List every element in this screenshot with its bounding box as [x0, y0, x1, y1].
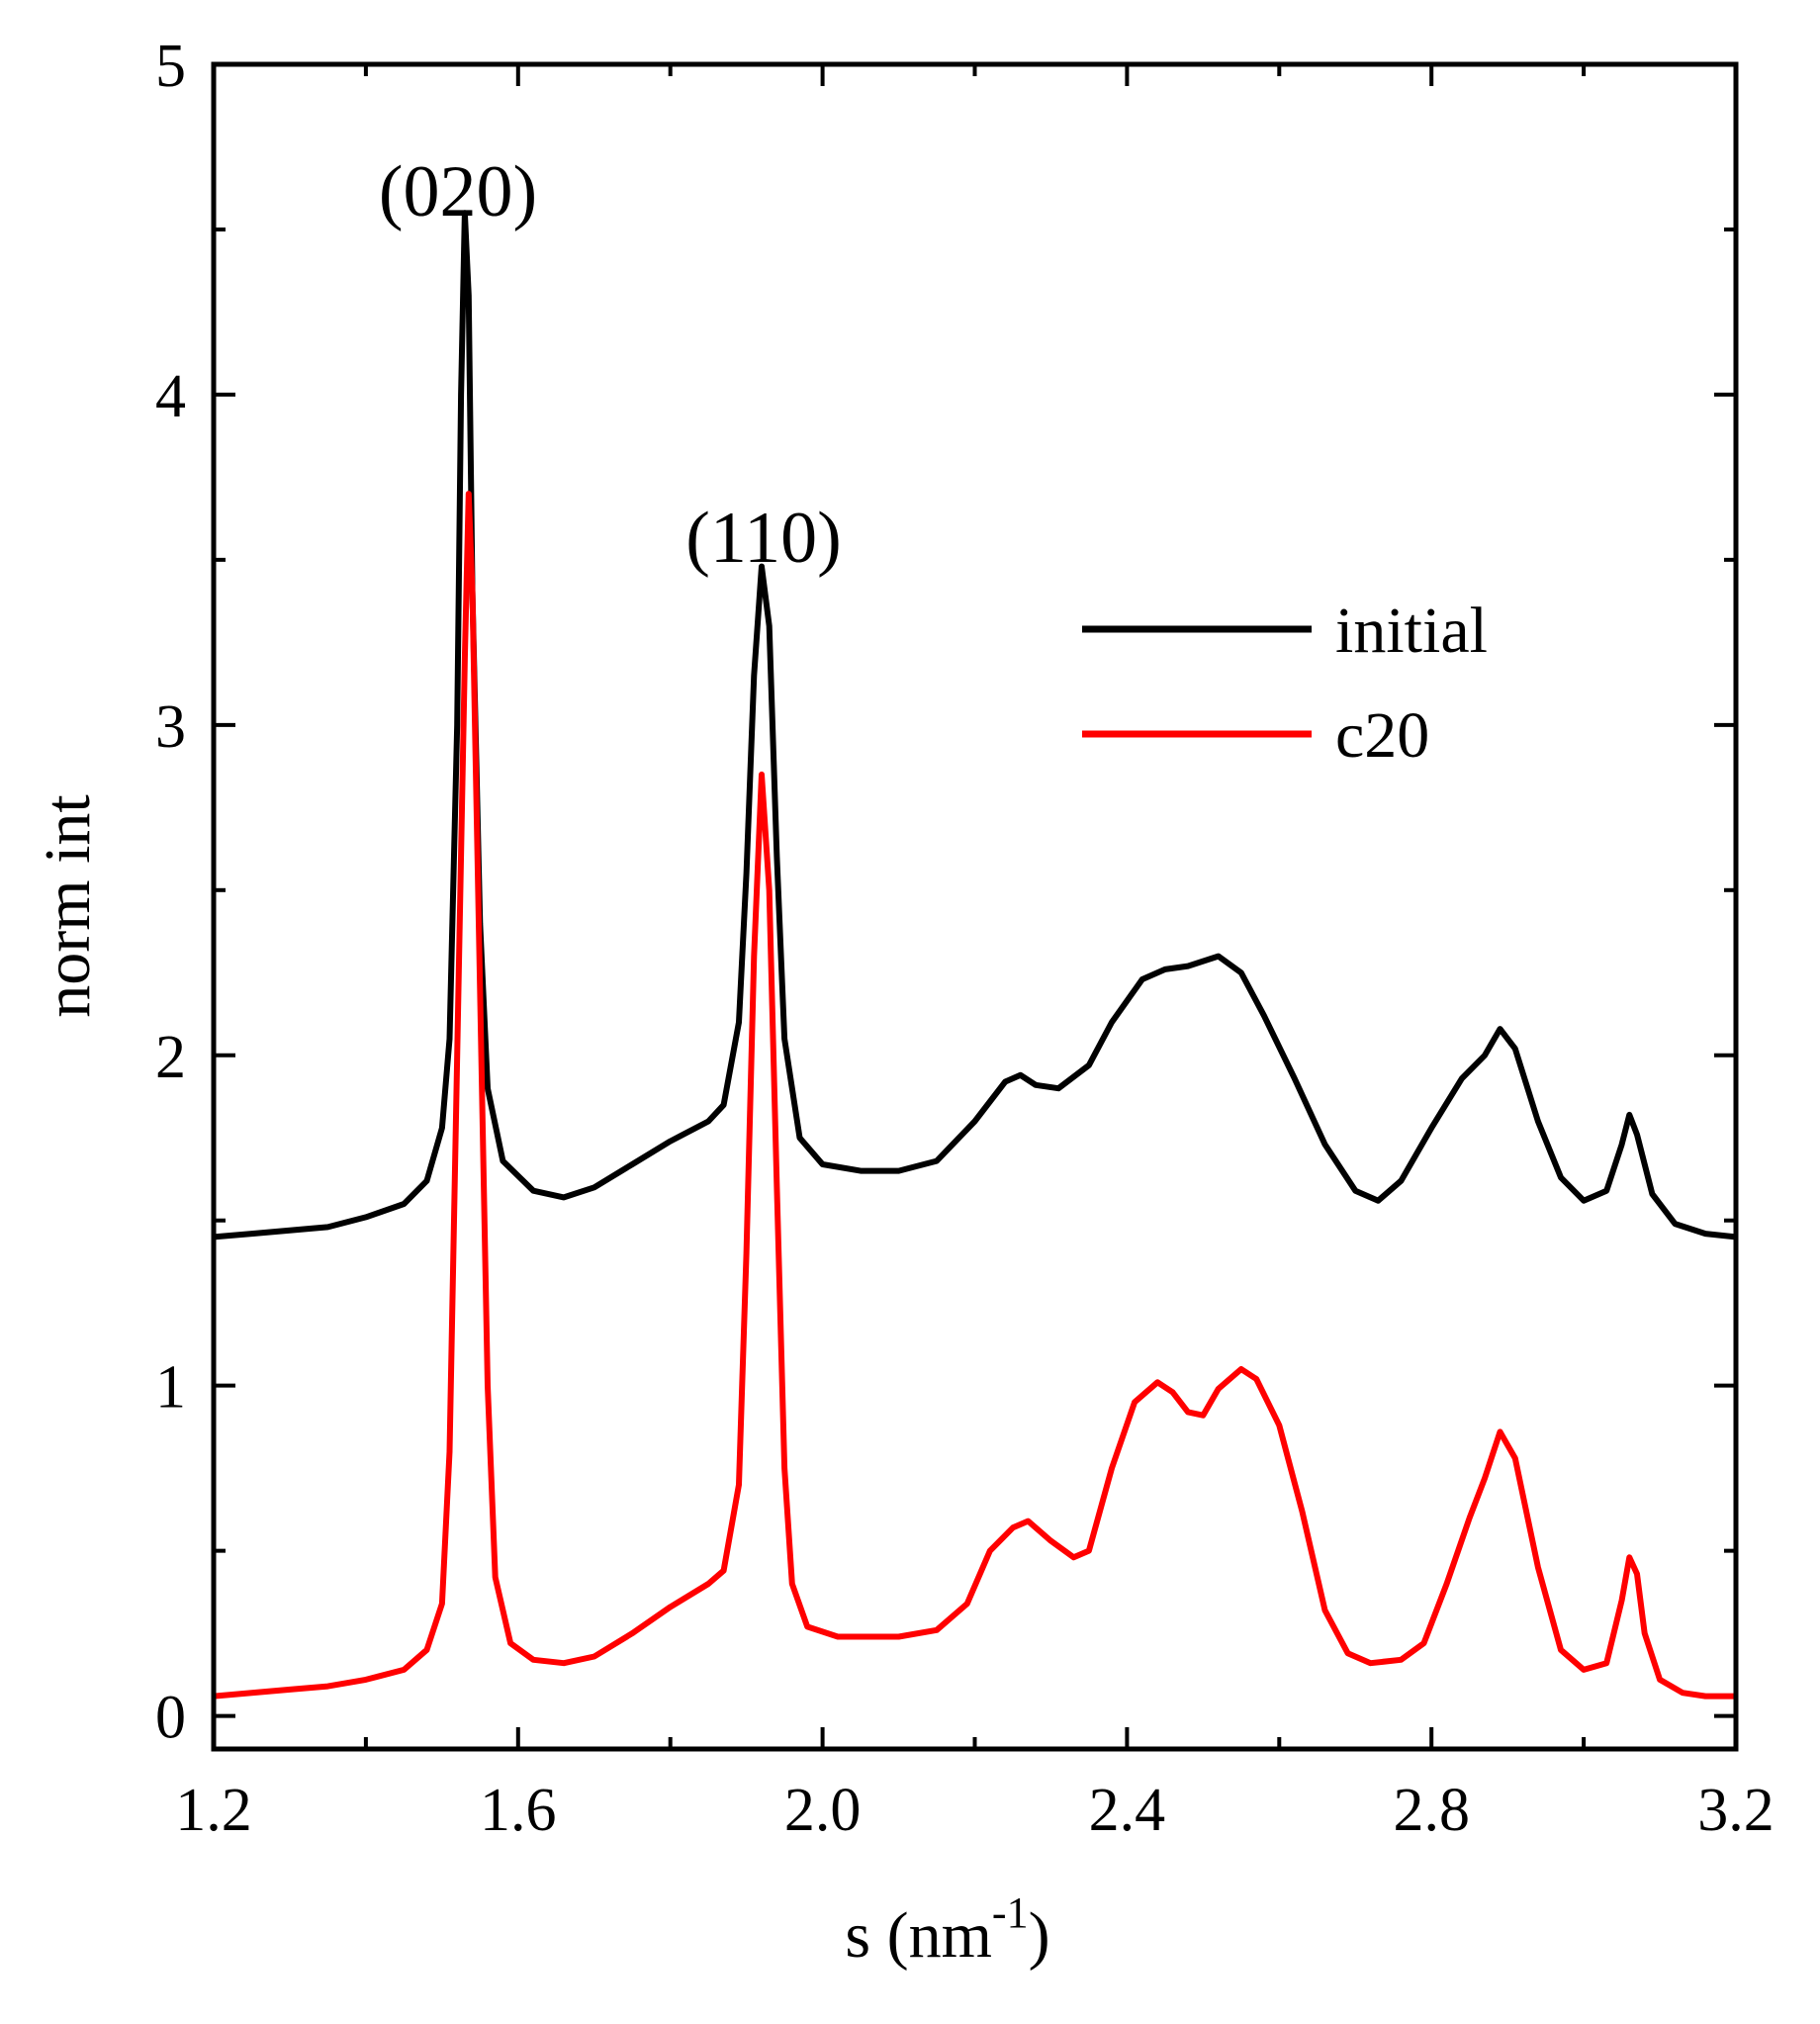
y-tick-label: 5: [155, 33, 186, 100]
x-tick-label: 1.6: [480, 1777, 557, 1844]
x-tick-label: 3.2: [1697, 1777, 1774, 1844]
y-tick-label: 4: [155, 363, 186, 430]
y-tick-label: 1: [155, 1354, 186, 1422]
tick-marks: [212, 62, 1738, 1749]
tick-labels: 1.2 1.6 2.0 2.4 2.8 3.2 0 1 2 3 4 5: [155, 33, 1774, 1844]
y-axis-title: norm int: [32, 794, 104, 1018]
x-axis-title-main: s (nm: [845, 1899, 992, 1972]
annotation-020: (020): [379, 151, 537, 232]
annotation-110: (110): [685, 498, 842, 579]
legend-label-c20: c20: [1335, 699, 1429, 772]
x-tick-label: 2.0: [784, 1777, 862, 1844]
x-axis-title-close: ): [1029, 1899, 1050, 1972]
x-tick-label: 1.2: [175, 1777, 252, 1844]
x-axis-title: s (nm-1): [845, 1888, 1049, 1972]
x-tick-label: 2.4: [1089, 1777, 1166, 1844]
legend: initial c20: [1082, 595, 1488, 772]
series-line-c20: [214, 491, 1736, 1700]
y-tick-label: 2: [155, 1024, 186, 1091]
y-tick-label: 0: [155, 1685, 186, 1752]
series-line-initial: [214, 210, 1736, 1241]
x-tick-label: 2.8: [1393, 1777, 1470, 1844]
legend-label-initial: initial: [1335, 595, 1488, 667]
x-axis-title-superscript: -1: [992, 1888, 1029, 1937]
data-series: [214, 210, 1736, 1700]
y-tick-label: 3: [155, 693, 186, 761]
plot-frame: [211, 61, 1739, 1752]
